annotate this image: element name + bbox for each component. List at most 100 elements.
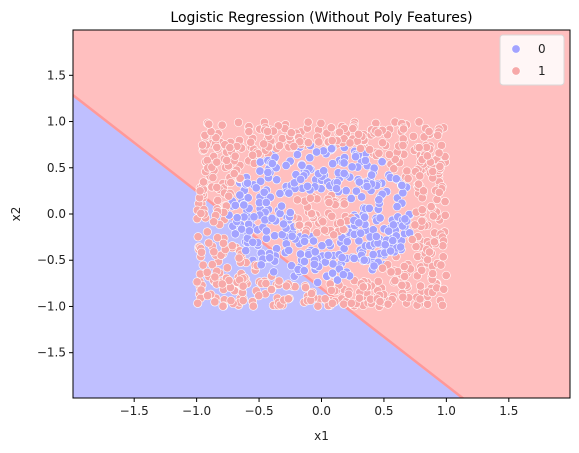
point-class-1: [377, 263, 387, 273]
point-class-1: [436, 140, 446, 150]
point-class-1: [238, 281, 248, 291]
legend: 01: [499, 34, 565, 86]
point-class-1: [423, 255, 433, 265]
point-class-1: [438, 252, 448, 262]
point-class-0: [299, 266, 309, 276]
point-class-0: [359, 255, 369, 265]
point-class-0: [312, 147, 322, 157]
point-class-0: [346, 193, 356, 203]
point-class-0: [374, 195, 384, 205]
y-tick-label: 0.5: [47, 161, 66, 175]
point-class-0: [397, 180, 407, 190]
point-class-0: [239, 200, 249, 210]
point-class-0: [380, 240, 390, 250]
scatter-points: [192, 117, 451, 311]
point-class-1: [318, 217, 328, 227]
point-class-1: [227, 241, 237, 251]
point-class-1: [417, 265, 427, 275]
point-class-1: [375, 297, 385, 307]
point-class-1: [327, 211, 337, 221]
point-class-1: [329, 230, 339, 240]
point-class-1: [212, 142, 222, 152]
point-class-0: [369, 261, 379, 271]
point-class-1: [204, 238, 214, 248]
point-class-0: [243, 193, 253, 203]
point-class-1: [429, 237, 439, 247]
point-class-0: [261, 226, 271, 236]
point-class-0: [285, 208, 295, 218]
point-class-0: [354, 177, 364, 187]
point-class-0: [388, 236, 398, 246]
point-class-1: [384, 150, 394, 160]
point-class-1: [207, 260, 217, 270]
point-class-0: [241, 246, 251, 256]
x-tick-label: 0.0: [312, 404, 331, 418]
point-class-1: [414, 117, 424, 127]
point-class-1: [428, 211, 438, 221]
point-class-1: [374, 148, 384, 158]
point-class-1: [320, 225, 330, 235]
point-class-1: [208, 173, 218, 183]
point-class-1: [435, 161, 445, 171]
decision-regions: [73, 30, 570, 398]
x-tick-label: 1.0: [437, 404, 456, 418]
point-class-1: [226, 178, 236, 188]
point-class-1: [206, 127, 216, 137]
point-class-1: [196, 285, 206, 295]
point-class-0: [232, 213, 242, 223]
point-class-0: [263, 167, 273, 177]
point-class-1: [196, 208, 206, 218]
point-class-0: [296, 174, 306, 184]
point-class-0: [375, 213, 385, 223]
point-class-0: [244, 226, 254, 236]
point-class-1: [423, 299, 433, 309]
point-class-1: [305, 193, 315, 203]
point-class-0: [296, 249, 306, 259]
point-class-0: [347, 162, 357, 172]
point-class-1: [289, 141, 299, 151]
point-class-1: [339, 299, 349, 309]
point-class-0: [275, 189, 285, 199]
point-class-0: [305, 153, 315, 163]
point-class-0: [364, 203, 374, 213]
point-class-1: [218, 301, 228, 311]
point-class-1: [411, 242, 421, 252]
point-class-0: [255, 166, 265, 176]
point-class-1: [292, 195, 302, 205]
point-class-0: [299, 236, 309, 246]
point-class-1: [301, 283, 311, 293]
point-class-1: [254, 291, 264, 301]
point-class-0: [303, 181, 313, 191]
point-class-0: [248, 237, 258, 247]
point-class-1: [204, 119, 214, 129]
point-class-0: [328, 159, 338, 169]
point-class-0: [269, 267, 279, 277]
chart-title: Logistic Regression (Without Poly Featur…: [170, 10, 472, 26]
point-class-1: [314, 137, 324, 147]
point-class-1: [415, 171, 425, 181]
point-class-0: [249, 212, 259, 222]
point-class-1: [398, 292, 408, 302]
point-class-0: [367, 170, 377, 180]
point-class-1: [344, 289, 354, 299]
point-class-1: [233, 117, 243, 127]
point-class-0: [360, 155, 370, 165]
point-class-0: [371, 232, 381, 242]
point-class-1: [275, 141, 285, 151]
point-class-1: [424, 247, 434, 257]
point-class-1: [436, 260, 446, 270]
point-class-1: [261, 278, 271, 288]
point-class-1: [234, 253, 244, 263]
point-class-0: [323, 250, 333, 260]
point-class-0: [398, 188, 408, 198]
point-class-0: [277, 230, 287, 240]
point-class-0: [287, 231, 297, 241]
point-class-1: [408, 131, 418, 141]
point-class-1: [390, 154, 400, 164]
point-class-0: [272, 244, 282, 254]
point-class-1: [365, 145, 375, 155]
legend-marker: [511, 44, 521, 54]
x-tick-label: −1.5: [120, 404, 149, 418]
point-class-1: [418, 186, 428, 196]
point-class-1: [428, 167, 438, 177]
